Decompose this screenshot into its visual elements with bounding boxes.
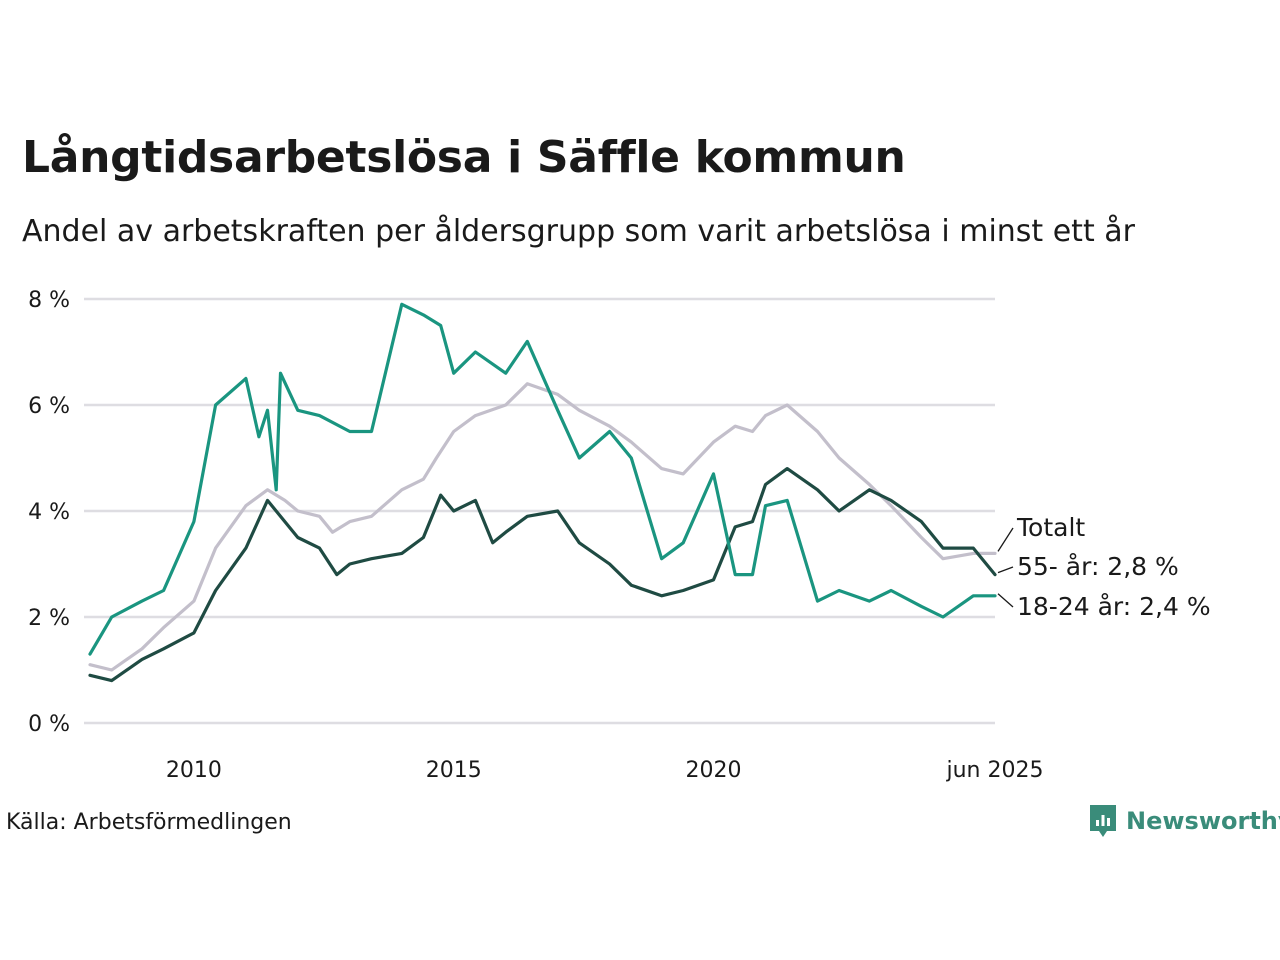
- series-lines: [88, 302, 997, 683]
- brand-logo: Newsworthy: [1088, 803, 1280, 839]
- label-leader-0: [997, 527, 1014, 552]
- bar-chart-icon: [1090, 805, 1116, 837]
- x-tick-label: jun 2025: [946, 758, 1044, 783]
- chart-subtitle: Andel av arbetskraften per åldersgrupp s…: [22, 214, 1135, 249]
- series-label-2: 18-24 år: 2,4 %: [1017, 592, 1211, 621]
- y-axis-ticks: 0 % 2 % 4 % 6 % 8 %: [28, 288, 70, 737]
- x-tick-label: 2020: [686, 758, 742, 783]
- series-label-1: 55- år: 2,8 %: [1017, 552, 1179, 581]
- x-tick-label: 2010: [166, 758, 222, 783]
- x-axis-ticks: 2010 2015 2020 jun 2025: [166, 758, 1044, 783]
- series-end-labels: Totalt 55- år: 2,8 % 18-24 år: 2,4 %: [997, 513, 1211, 621]
- label-leader-2: [997, 593, 1014, 608]
- y-tick-label: 2 %: [28, 606, 70, 631]
- label-leader-1: [997, 566, 1014, 574]
- series-line-2: [88, 302, 997, 656]
- source-note: Källa: Arbetsförmedlingen: [6, 810, 292, 835]
- series-label-0: Totalt: [1016, 513, 1085, 542]
- series-line-0: [88, 382, 997, 672]
- x-tick-label: 2015: [426, 758, 482, 783]
- y-tick-label: 6 %: [28, 394, 70, 419]
- gridlines: [84, 297, 995, 725]
- y-tick-label: 0 %: [28, 712, 70, 737]
- chart-title: Långtidsarbetslösa i Säffle kommun: [22, 132, 906, 183]
- series-line-1: [88, 467, 997, 683]
- y-tick-label: 8 %: [28, 288, 70, 313]
- y-tick-label: 4 %: [28, 500, 70, 525]
- brand-name: Newsworthy: [1126, 807, 1280, 835]
